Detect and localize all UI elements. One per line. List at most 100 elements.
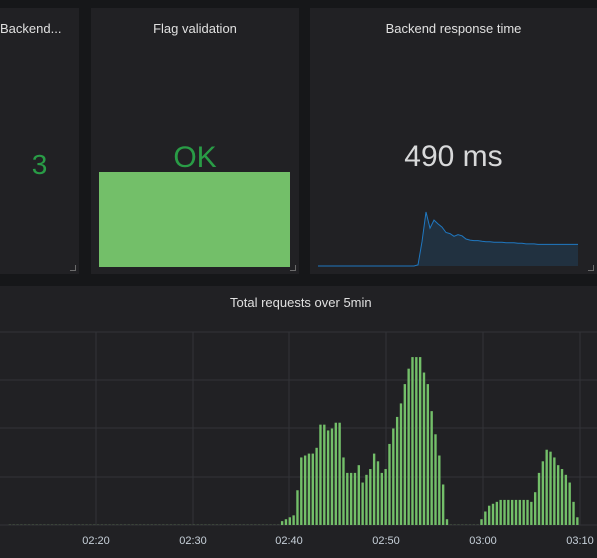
bar xyxy=(434,434,437,525)
bar xyxy=(20,524,23,525)
bar xyxy=(277,524,280,525)
bar xyxy=(403,384,407,525)
panel-title[interactable]: Flag validation xyxy=(153,21,237,36)
panel-title[interactable]: Backend... xyxy=(0,21,62,36)
bar xyxy=(70,524,73,525)
bar xyxy=(503,499,506,525)
bar xyxy=(257,524,261,525)
bar xyxy=(296,490,299,525)
bar xyxy=(8,524,12,525)
bar xyxy=(162,524,165,525)
bar xyxy=(265,524,268,525)
bar xyxy=(211,524,215,525)
bar xyxy=(457,524,460,525)
bar xyxy=(131,524,134,525)
bar xyxy=(311,453,314,525)
bar xyxy=(192,524,196,525)
bar xyxy=(349,472,353,525)
x-tick-label: 02:50 xyxy=(372,535,400,547)
bar xyxy=(185,524,188,525)
bar xyxy=(139,524,142,525)
bar xyxy=(62,524,65,525)
bar xyxy=(553,457,556,525)
bar xyxy=(369,469,372,525)
bar xyxy=(31,524,35,525)
bar xyxy=(326,430,330,525)
resize-handle-icon[interactable] xyxy=(290,265,296,271)
bar xyxy=(441,484,445,525)
bar xyxy=(480,519,483,525)
bar xyxy=(269,524,272,525)
bar xyxy=(173,524,176,525)
bar xyxy=(108,524,111,525)
bar xyxy=(27,524,31,525)
bar xyxy=(127,524,130,525)
bar xyxy=(323,424,326,525)
bar xyxy=(568,482,571,525)
panel-title[interactable]: Total requests over 5min xyxy=(230,295,372,310)
status-background xyxy=(99,172,290,267)
bar xyxy=(487,505,491,525)
bar xyxy=(560,469,564,525)
backend-count-panel[interactable]: Backend... 3 xyxy=(0,8,79,274)
bar xyxy=(541,461,545,525)
bar xyxy=(533,492,537,525)
backend-count-value: 3 xyxy=(31,149,48,180)
bar xyxy=(154,524,157,525)
bar xyxy=(227,524,230,525)
bar xyxy=(365,474,368,525)
bar xyxy=(54,524,58,525)
flag-validation-value: OK xyxy=(173,141,217,174)
bar xyxy=(422,372,426,525)
bar xyxy=(407,368,410,525)
bar xyxy=(39,524,42,525)
bar xyxy=(426,384,430,525)
bar xyxy=(231,524,234,525)
bar xyxy=(12,524,15,525)
bar xyxy=(372,453,376,525)
bar xyxy=(392,428,395,525)
bar xyxy=(388,443,391,525)
bar xyxy=(384,469,387,525)
bar xyxy=(181,524,184,525)
flag-validation-panel[interactable]: Flag validation OK xyxy=(91,8,299,274)
bar xyxy=(119,524,123,525)
bar xyxy=(250,524,253,525)
bar xyxy=(89,524,92,525)
total-requests-panel[interactable]: Total requests over 5min 02:20 02:30 02:40… xyxy=(0,286,597,558)
bar xyxy=(564,474,568,525)
bar xyxy=(254,524,257,525)
bar xyxy=(303,455,307,525)
bar xyxy=(234,524,238,525)
x-tick-label: 02:30 xyxy=(179,535,207,547)
bar xyxy=(242,524,245,525)
bar xyxy=(47,524,50,525)
bar xyxy=(449,524,453,525)
bar xyxy=(572,501,575,525)
x-tick-label: 03:00 xyxy=(469,535,497,547)
bar xyxy=(461,524,464,525)
bar xyxy=(556,465,560,525)
resize-handle-icon[interactable] xyxy=(70,265,76,271)
bar xyxy=(93,524,96,525)
bar xyxy=(395,416,399,525)
bar xyxy=(418,357,422,525)
bar xyxy=(307,453,311,525)
bar xyxy=(576,517,579,525)
bar xyxy=(545,449,548,525)
bar xyxy=(158,524,161,525)
bar xyxy=(438,455,441,525)
bar xyxy=(342,457,345,525)
panel-title[interactable]: Backend response time xyxy=(385,21,522,36)
bar xyxy=(85,524,88,525)
resize-handle-icon[interactable] xyxy=(588,265,594,271)
bar xyxy=(24,524,27,525)
bar xyxy=(499,499,502,525)
bar xyxy=(35,524,38,525)
bar xyxy=(522,499,525,525)
bar xyxy=(464,524,468,525)
bar xyxy=(334,422,337,525)
bar xyxy=(142,524,146,525)
bar xyxy=(177,524,180,525)
response-time-panel[interactable]: Backend response time 490 ms xyxy=(310,8,597,274)
